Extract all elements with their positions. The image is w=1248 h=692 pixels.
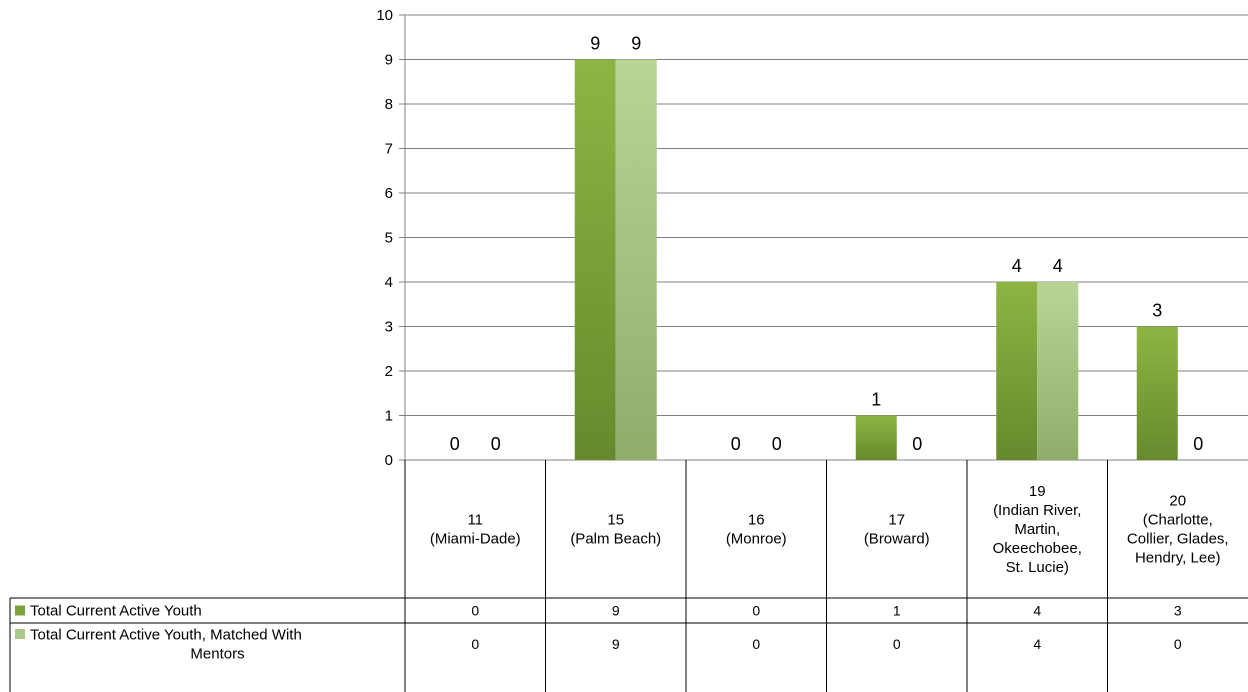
table-cell: 0 [752, 603, 760, 619]
y-tick-label: 10 [376, 7, 393, 24]
bar-series-2 [615, 59, 657, 460]
table-cell: 0 [752, 636, 760, 652]
data-label: 0 [772, 434, 782, 454]
data-label: 0 [1193, 434, 1203, 454]
gridlines [405, 14, 1248, 461]
data-label: 0 [450, 434, 460, 454]
table-cell: 1 [893, 603, 901, 619]
data-labels: 0 0 9 9 0 0 1 0 4 4 3 0 [450, 34, 1204, 455]
category-label: 17 (Broward) [864, 512, 930, 548]
data-label: 0 [912, 434, 922, 454]
y-tick-label: 9 [385, 52, 393, 69]
table-cell: 4 [1033, 636, 1041, 652]
category-label: 11 (Miami-Dade) [430, 512, 521, 548]
y-tick-label: 6 [385, 185, 393, 202]
y-tick-label: 8 [385, 96, 393, 113]
legend-key-series-2 [15, 629, 25, 639]
bars [574, 59, 1178, 460]
y-tick-label: 0 [385, 452, 393, 469]
legend-label-series-2: Total Current Active Youth, Matched With… [30, 627, 302, 663]
legend-label-series-1: Total Current Active Youth [30, 603, 202, 620]
data-label: 3 [1152, 301, 1162, 321]
data-label: 0 [491, 434, 501, 454]
data-label: 4 [1012, 256, 1022, 276]
category-label: 20 (Charlotte, Collier, Glades, Hendry, Lee… [1127, 493, 1229, 567]
y-tick-label: 3 [385, 319, 393, 336]
y-axis: 0 1 2 3 4 5 6 7 8 9 10 [376, 7, 406, 469]
category-label: 16 (Monroe) [726, 512, 787, 548]
table-cell: 0 [471, 636, 479, 652]
bar-series-1 [1136, 326, 1178, 460]
data-label: 0 [731, 434, 741, 454]
category-label: 15 (Palm Beach) [570, 512, 661, 548]
table-cell: 0 [471, 603, 479, 619]
data-label: 1 [871, 390, 881, 410]
data-label: 9 [631, 34, 641, 54]
table-cell: 9 [612, 603, 620, 619]
data-label: 9 [590, 34, 600, 54]
table-cell: 9 [612, 636, 620, 652]
y-tick-label: 2 [385, 363, 393, 380]
table-cell: 0 [893, 636, 901, 652]
category-label: 19 (Indian River, Martin, Okeechobee, St. Lu… [993, 483, 1082, 576]
table-cell: 0 [1174, 636, 1182, 652]
legend-key-series-1 [15, 605, 25, 616]
data-table: 11 (Miami-Dade) 15 (Palm Beach) 16 (Monroe) 17… [9, 460, 1248, 692]
table-cell: 4 [1033, 603, 1041, 619]
y-tick-label: 4 [385, 274, 393, 291]
y-tick-label: 1 [385, 408, 393, 425]
y-tick-label: 7 [385, 141, 393, 158]
data-label: 4 [1053, 256, 1063, 276]
bar-series-1 [855, 415, 897, 460]
bar-series-2 [1037, 282, 1079, 460]
y-tick-label: 5 [385, 230, 393, 247]
bar-series-1 [996, 282, 1038, 460]
table-cell: 3 [1174, 603, 1182, 619]
bar-series-1 [574, 59, 616, 460]
